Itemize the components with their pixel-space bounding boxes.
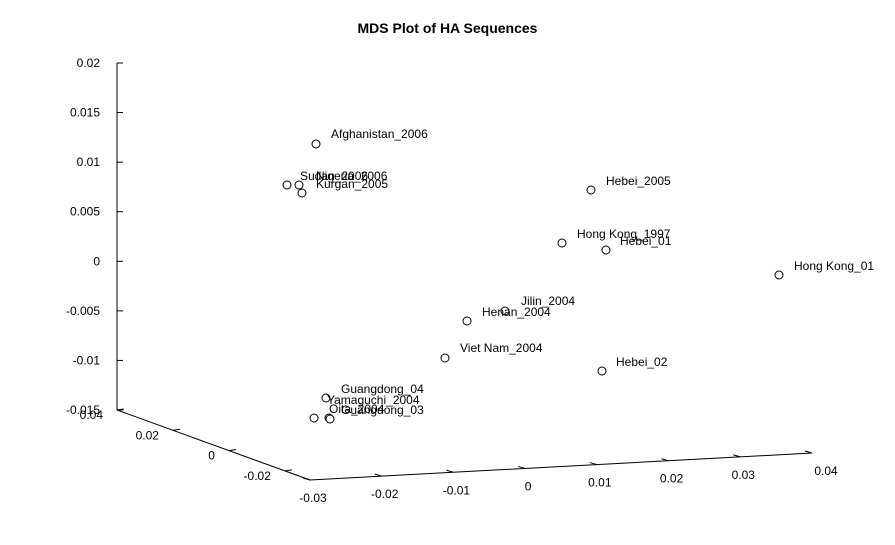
y-tick-mark	[284, 469, 292, 472]
y-tick-label: -0.02	[244, 469, 272, 483]
point-marker	[282, 180, 292, 190]
point-label: Oita_2004	[329, 402, 385, 416]
point-marker	[311, 139, 321, 149]
x-tick-mark	[518, 465, 526, 469]
x-axis-line	[309, 452, 813, 481]
point-marker	[597, 366, 607, 376]
z-tick-label: 0	[93, 254, 100, 268]
z-tick-label: 0.02	[77, 56, 101, 70]
data-point: Henan_2004	[462, 305, 551, 326]
point-marker	[774, 270, 784, 280]
point-marker	[309, 413, 319, 423]
data-point: Afghanistan_2006	[311, 127, 428, 149]
point-label: Hong Kong_01	[794, 259, 874, 273]
point-label: Afghanistan_2006	[331, 127, 428, 141]
y-tick-label: 0	[208, 449, 215, 463]
point-label: Henan_2004	[482, 305, 551, 319]
data-point: Viet Nam_2004	[440, 341, 543, 363]
z-tick-label: 0.01	[77, 155, 101, 169]
data-point: Guangdong_04	[321, 382, 424, 403]
x-tick-mark	[446, 469, 454, 473]
y-tick-mark	[228, 449, 237, 452]
x-tick-mark	[733, 454, 741, 458]
x-tick-mark	[804, 450, 813, 454]
point-marker	[325, 414, 335, 424]
y-axis-line	[116, 409, 311, 481]
x-tick-mark	[374, 473, 382, 477]
point-label: Hong Kong_1997	[577, 227, 671, 241]
y-tick-label: 0.04	[80, 408, 104, 422]
data-point: Guangdong_03	[325, 403, 424, 424]
point-label: Guangdong_03	[341, 403, 424, 417]
point-label: Hebei_2005	[606, 174, 671, 188]
point-marker	[294, 180, 304, 190]
x-tick-label: 0.02	[660, 472, 684, 486]
x-tick-mark	[302, 477, 311, 481]
point-marker	[500, 306, 510, 316]
x-tick-label: 0.04	[814, 464, 838, 478]
point-marker	[440, 353, 450, 363]
x-tick-label: 0	[525, 479, 532, 493]
x-tick-label: -0.03	[299, 491, 327, 505]
x-tick-label: -0.02	[371, 487, 399, 501]
data-point: Hong Kong_1997	[557, 227, 671, 248]
point-marker	[601, 245, 611, 255]
z-tick-label: -0.005	[66, 304, 100, 318]
data-point: Hong Kong_01	[774, 259, 874, 280]
z-tick-label: 0.015	[70, 106, 100, 120]
x-tick-mark	[661, 458, 669, 462]
point-marker	[321, 393, 331, 403]
point-label: Hebei_02	[616, 355, 668, 369]
points-layer: Afghanistan_2006 Sudan_2006Nigeria_2006Ku…	[282, 127, 874, 424]
point-label: Guangdong_04	[341, 382, 424, 396]
chart-title: MDS Plot of HA Sequences	[357, 20, 538, 36]
point-marker	[557, 238, 567, 248]
point-label: Sudan_2006	[300, 169, 368, 183]
y-tick-mark	[116, 408, 125, 411]
data-point: Nigeria_2006	[294, 169, 388, 190]
point-marker	[462, 316, 472, 326]
y-tick-mark	[172, 428, 181, 431]
x-tick-label: -0.01	[443, 483, 471, 497]
point-label: Jilin_2004	[521, 294, 575, 308]
point-label: Viet Nam_2004	[460, 341, 543, 355]
data-point: Hebei_2005	[586, 174, 671, 195]
z-tick-label: 0.005	[70, 205, 100, 219]
data-point: Hebei_02	[597, 355, 668, 376]
y-tick-label: 0.02	[136, 428, 160, 442]
point-label: Kurgan_2005	[316, 177, 388, 191]
data-point: Oita_2004	[309, 402, 385, 423]
x-tick-mark	[589, 462, 597, 466]
z-tick-label: -0.015	[66, 403, 100, 417]
point-label: Nigeria_2006	[316, 169, 388, 183]
x-tick-label: 0.01	[588, 476, 612, 490]
data-point: Jilin_2004	[500, 294, 575, 316]
point-marker	[297, 188, 307, 198]
data-point: Sudan_2006	[282, 169, 368, 190]
z-tick-label: -0.01	[73, 353, 101, 367]
point-label: Yamaguchi_2004	[327, 393, 420, 407]
data-point: Kurgan_2005	[297, 177, 388, 198]
point-marker	[586, 185, 596, 195]
axes-layer: -0.015 -0.01 -0.005 0 0.005 0.01 0.015 0.02 -0.0…	[66, 56, 838, 505]
point-label: Hebei_01	[620, 234, 672, 248]
x-tick-label: 0.03	[732, 468, 756, 482]
data-point: Hebei_01	[601, 234, 672, 255]
